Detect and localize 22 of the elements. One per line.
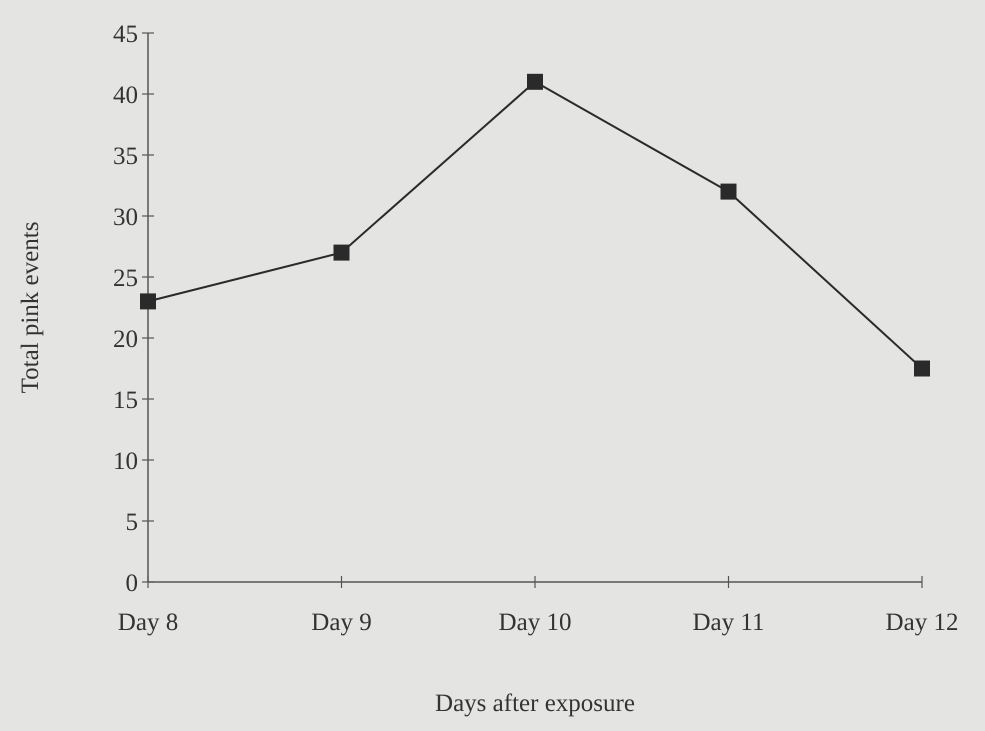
x-axis-title: Days after exposure: [435, 690, 635, 717]
y-tick-label: 45: [113, 20, 138, 48]
x-tick-label: Day 11: [692, 609, 764, 636]
x-tick-label: Day 12: [886, 609, 958, 636]
y-tick-label: 10: [113, 448, 138, 475]
y-tick-label: 5: [126, 508, 138, 536]
point: [914, 360, 930, 376]
y-tick-label: 30: [113, 204, 138, 231]
x-tick-label: Day 9: [311, 609, 372, 636]
y-tick-label: 0: [126, 570, 138, 597]
x-tick-label: Day 8: [118, 609, 178, 636]
y-tick-label: 20: [113, 326, 138, 353]
y-tick-label: 35: [113, 142, 138, 170]
x-tick-label: Day 10: [498, 609, 572, 636]
y-axis-title: Total pink events: [17, 222, 44, 394]
point: [720, 184, 736, 200]
point: [140, 293, 156, 310]
y-tick-label: 25: [113, 264, 138, 292]
y-tick-label: 40: [113, 82, 138, 109]
point: [527, 74, 543, 90]
point: [334, 244, 350, 261]
y-tick-label: 15: [113, 386, 138, 414]
